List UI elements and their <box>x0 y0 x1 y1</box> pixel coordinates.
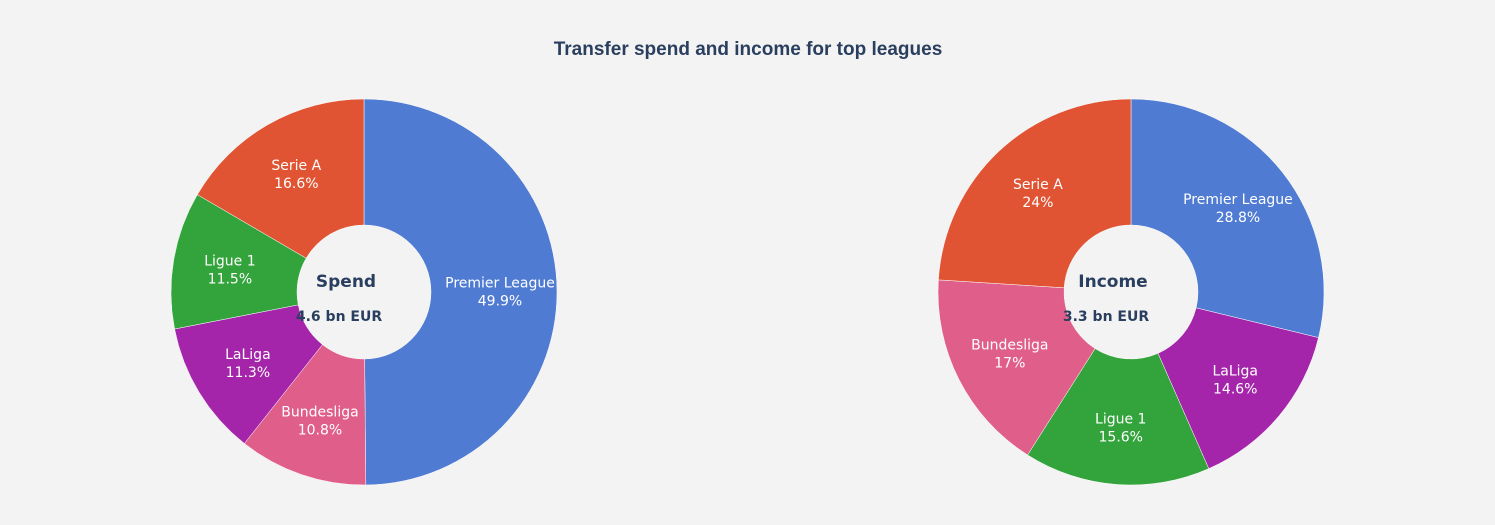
slice-label-laliga: LaLiga <box>225 347 271 363</box>
slice-label-premier-league: Premier League <box>1183 192 1293 208</box>
slice-percent-laliga: 11.3% <box>226 365 270 381</box>
chart-title: Transfer spend and income for top league… <box>554 39 943 60</box>
pie-charts-group: Premier League 49.9% Bundesliga 10.8% LaLiga… <box>170 98 1325 486</box>
slice-percent-bundesliga: 10.8% <box>298 423 342 439</box>
donut-hole <box>1064 225 1198 359</box>
slice-label-bundesliga: Bundesliga <box>971 338 1048 354</box>
slice-label-ligue-1: Ligue 1 <box>204 253 255 269</box>
slice-percent-laliga: 14.6% <box>1213 381 1257 397</box>
donut-hole <box>297 225 431 359</box>
center-title: Spend <box>316 272 376 292</box>
slice-percent-serie-a: 16.6% <box>274 176 318 192</box>
donut-chart-spend: Premier League 49.9% Bundesliga 10.8% LaLiga… <box>170 98 558 486</box>
slice-label-bundesliga: Bundesliga <box>281 405 358 421</box>
donut-chart-income: Premier League 28.8% LaLiga 14.6% Ligue 1 15.… <box>937 98 1325 486</box>
slice-label-serie-a: Serie A <box>1013 177 1063 193</box>
slice-label-premier-league: Premier League <box>445 275 555 291</box>
center-value: 4.6 bn EUR <box>296 309 382 325</box>
slice-percent-premier-league: 49.9% <box>478 293 522 309</box>
slice-percent-ligue-1: 15.6% <box>1099 430 1143 446</box>
center-value: 3.3 bn EUR <box>1063 309 1149 325</box>
slice-label-ligue-1: Ligue 1 <box>1095 412 1146 428</box>
slice-percent-premier-league: 28.8% <box>1216 210 1260 226</box>
slice-percent-ligue-1: 11.5% <box>208 271 252 287</box>
slice-label-laliga: LaLiga <box>1212 363 1258 379</box>
center-title: Income <box>1078 272 1147 292</box>
slice-label-serie-a: Serie A <box>271 158 321 174</box>
slice-percent-serie-a: 24% <box>1022 195 1053 211</box>
slice-percent-bundesliga: 17% <box>994 356 1025 372</box>
